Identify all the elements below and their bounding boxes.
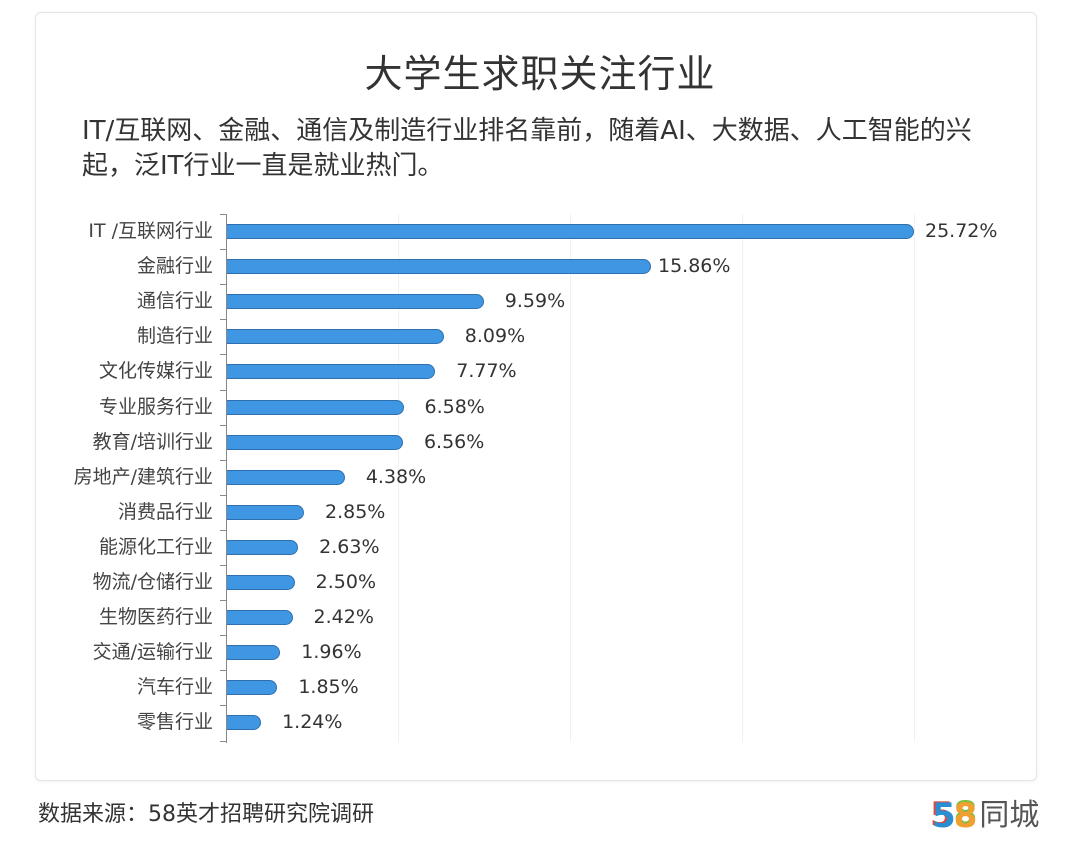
category-label: 制造行业 bbox=[136, 325, 213, 347]
bar-row: 能源化工行业 2.63% bbox=[0, 530, 1080, 565]
bar bbox=[227, 540, 299, 555]
y-axis-tick bbox=[220, 670, 227, 671]
bar bbox=[227, 645, 281, 660]
y-axis-tick bbox=[220, 495, 227, 496]
y-axis-tick bbox=[220, 565, 227, 566]
bar-row: 文化传媒行业 7.77% bbox=[0, 354, 1080, 389]
category-label: 交通/运输行业 bbox=[92, 641, 213, 663]
category-label: 通信行业 bbox=[136, 290, 213, 312]
gridline bbox=[570, 214, 571, 742]
chart-subtitle: IT/互联网、金融、通信及制造行业排名靠前，随着AI、大数据、人工智能的兴起，泛… bbox=[82, 116, 972, 181]
bar bbox=[227, 575, 295, 590]
category-label: 教育/培训行业 bbox=[92, 431, 213, 453]
y-axis-tick bbox=[220, 705, 227, 706]
bar bbox=[227, 715, 262, 730]
category-label: 汽车行业 bbox=[136, 676, 213, 698]
value-label: 1.24% bbox=[282, 711, 343, 733]
logo-digit-5: 5 bbox=[932, 796, 956, 836]
chart-card bbox=[35, 12, 1037, 781]
bar bbox=[227, 259, 651, 274]
logo-text: 同城 bbox=[979, 798, 1040, 833]
58-tongcheng-logo: 5 8 同城 bbox=[932, 798, 1039, 834]
value-label: 9.59% bbox=[504, 290, 566, 312]
y-axis-line bbox=[226, 214, 227, 743]
y-axis-tick bbox=[220, 600, 227, 601]
value-label: 1.85% bbox=[298, 676, 359, 698]
y-axis-tick bbox=[220, 249, 227, 250]
bar bbox=[227, 470, 345, 485]
bar bbox=[227, 294, 484, 309]
value-label: 6.58% bbox=[424, 396, 485, 418]
category-label: 零售行业 bbox=[136, 711, 213, 733]
bar bbox=[227, 435, 403, 450]
data-source-note: 数据来源：58英才招聘研究院调研 bbox=[38, 802, 374, 827]
bar-row: 消费品行业 2.85% bbox=[0, 495, 1080, 530]
bar-row: 生物医药行业 2.42% bbox=[0, 600, 1080, 635]
bar bbox=[227, 224, 914, 239]
gridline bbox=[398, 214, 399, 742]
y-axis-tick bbox=[220, 284, 227, 285]
bar bbox=[227, 400, 404, 415]
gridline bbox=[914, 214, 915, 742]
category-label: 专业服务行业 bbox=[98, 396, 213, 418]
value-label: 25.72% bbox=[925, 220, 998, 242]
bar-row: 零售行业 1.24% bbox=[0, 705, 1080, 740]
y-axis-tick bbox=[220, 741, 227, 742]
bar bbox=[227, 505, 304, 520]
category-label: 文化传媒行业 bbox=[98, 360, 213, 382]
y-axis-tick bbox=[220, 635, 227, 636]
bar-row: 房地产/建筑行业 4.38% bbox=[0, 460, 1080, 495]
y-axis-tick bbox=[220, 425, 227, 426]
value-label: 15.86% bbox=[658, 255, 731, 277]
y-axis-tick bbox=[220, 530, 227, 531]
category-label: 消费品行业 bbox=[117, 501, 213, 523]
category-label: 金融行业 bbox=[136, 255, 213, 277]
bar-row: 制造行业 8.09% bbox=[0, 319, 1080, 354]
category-label: 物流/仓储行业 bbox=[92, 571, 213, 593]
value-label: 1.96% bbox=[301, 641, 362, 663]
y-axis-tick bbox=[220, 319, 227, 320]
category-label: IT /互联网行业 bbox=[88, 220, 213, 242]
bar-row: IT /互联网行业 25.72% bbox=[0, 214, 1080, 249]
value-label: 6.56% bbox=[423, 431, 485, 453]
category-label: 生物医药行业 bbox=[98, 606, 213, 628]
value-label: 4.38% bbox=[365, 466, 427, 488]
y-axis-tick bbox=[220, 354, 227, 355]
bar bbox=[227, 680, 278, 695]
chart-title: 大学生求职关注行业 bbox=[364, 52, 716, 96]
gridline bbox=[742, 214, 743, 742]
value-label: 2.50% bbox=[315, 571, 377, 593]
bar-row: 物流/仓储行业 2.50% bbox=[0, 565, 1080, 600]
bar bbox=[227, 364, 436, 379]
bar bbox=[227, 610, 293, 625]
value-label: 8.09% bbox=[464, 325, 526, 347]
bar-row: 通信行业 9.59% bbox=[0, 284, 1080, 319]
y-axis-tick bbox=[220, 460, 227, 461]
bar bbox=[227, 329, 444, 344]
value-label: 2.85% bbox=[325, 501, 386, 523]
value-label: 2.63% bbox=[319, 536, 380, 558]
bar-row: 教育/培训行业 6.56% bbox=[0, 425, 1080, 460]
y-axis-tick bbox=[220, 390, 227, 391]
bar-row: 金融行业 15.86% bbox=[0, 249, 1080, 284]
bar-row: 交通/运输行业 1.96% bbox=[0, 635, 1080, 670]
category-label: 能源化工行业 bbox=[98, 536, 213, 558]
y-axis-tick bbox=[220, 214, 227, 215]
bar-row: 专业服务行业 6.58% bbox=[0, 390, 1080, 425]
value-label: 7.77% bbox=[456, 360, 517, 382]
bar-row: 汽车行业 1.85% bbox=[0, 670, 1080, 705]
value-label: 2.42% bbox=[313, 606, 374, 628]
category-label: 房地产/建筑行业 bbox=[73, 466, 213, 488]
logo-digit-8: 8 bbox=[953, 796, 978, 836]
